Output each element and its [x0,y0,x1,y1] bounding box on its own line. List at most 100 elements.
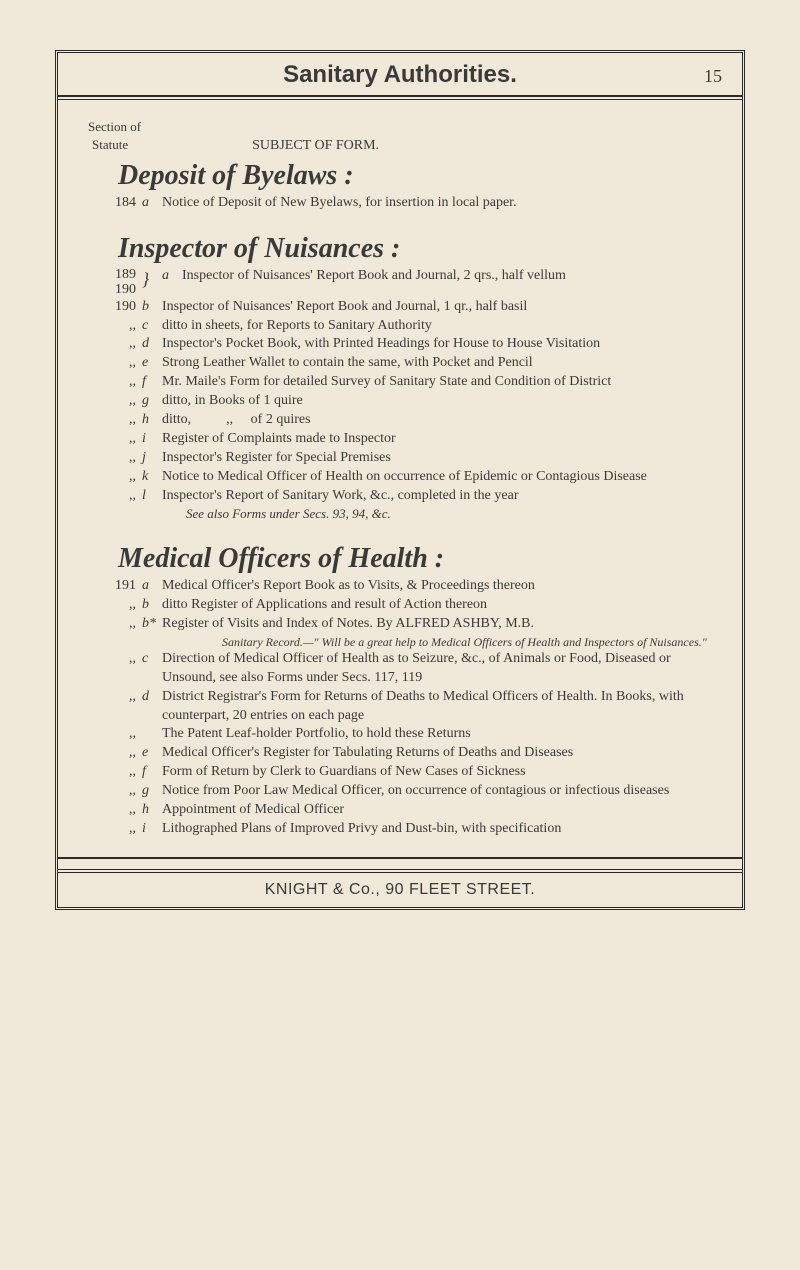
entry-num: ,, [88,744,142,763]
entry-letter: f [142,373,162,392]
entry-text: Form of Return by Clerk to Guardians of … [162,763,712,782]
entry-num: ,, [88,335,142,354]
entry-letter: k [142,468,162,487]
entry-num: ,, [88,688,142,726]
entry: ,, j Inspector's Register for Special Pr… [88,449,712,468]
entry: ,, g ditto, in Books of 1 quire [88,392,712,411]
entry-letter: a [162,267,182,298]
entry-letter: e [142,354,162,373]
entry-text: Strong Leather Wallet to contain the sam… [162,354,712,373]
entry-text: Notice from Poor Law Medical Officer, on… [162,782,712,801]
entry-letter: h [142,801,162,820]
entry: ,, e Medical Officer's Register for Tabu… [88,744,712,763]
section-statute-label: Section of Statute SUBJECT OF FORM. [88,118,712,154]
entry-num: 184 [88,194,142,213]
entry: ,, i Register of Complaints made to Insp… [88,430,712,449]
entry: ,, b ditto Register of Applications and … [88,596,712,615]
entry: ,, l Inspector's Report of Sanitary Work… [88,487,712,523]
entry: ,, c Direction of Medical Officer of Hea… [88,650,712,688]
entry-num: ,, [88,487,142,523]
entry: ,, The Patent Leaf-holder Portfolio, to … [88,725,712,744]
entry-text: The Patent Leaf-holder Portfolio, to hol… [162,725,712,744]
entry: ,, c ditto in sheets, for Reports to San… [88,317,712,336]
entry-letter: a [142,194,162,213]
entry-num: ,, [88,354,142,373]
entry: ,, f Form of Return by Clerk to Guardian… [88,763,712,782]
entry-num: ,, [88,596,142,615]
entry-letter: i [142,430,162,449]
entry-num: ,, [88,820,142,839]
label-statute: Statute [92,137,128,152]
entry-num: 191 [88,577,142,596]
entry-sub-note: Sanitary Record.—" Will be a great help … [162,634,712,650]
entry: ,, b* Register of Visits and Index of No… [88,615,712,650]
entry-text: Medical Officer's Report Book as to Visi… [162,577,712,596]
entry: ,, k Notice to Medical Officer of Health… [88,468,712,487]
page-number: 15 [682,66,722,87]
entry-num: ,, [88,725,142,744]
entry-num: ,, [88,373,142,392]
entry-after-note: See also Forms under Secs. 93, 94, &c. [162,505,712,523]
entry-num: ,, [88,449,142,468]
entry-text: Mr. Maile's Form for detailed Survey of … [162,373,712,392]
entry-text: Medical Officer's Register for Tabulatin… [162,744,712,763]
entry-letter: d [142,688,162,726]
entry: 190 b Inspector of Nuisances' Report Boo… [88,298,712,317]
entry-text: Notice of Deposit of New Byelaws, for in… [162,194,712,213]
entry-num: ,, [88,430,142,449]
entry-letter: f [142,763,162,782]
entry-text: Inspector of Nuisances' Report Book and … [162,298,712,317]
entry-num: ,, [88,392,142,411]
entry: ,, e Strong Leather Wallet to contain th… [88,354,712,373]
content: Section of Statute SUBJECT OF FORM. Depo… [58,100,742,857]
entry-letter: i [142,820,162,839]
content-frame: Sanitary Authorities. 15 Section of Stat… [55,50,745,910]
entry-letter: e [142,744,162,763]
entry-text: ditto in sheets, for Reports to Sanitary… [162,317,712,336]
entry: ,, d Inspector's Pocket Book, with Print… [88,335,712,354]
entry-text: Direction of Medical Officer of Health a… [162,650,712,688]
section-title-deposit: Deposit of Byelaws : [118,160,712,192]
entry-text: ditto, in Books of 1 quire [162,392,712,411]
entry-text-main: Inspector's Report of Sanitary Work, &c.… [162,488,518,503]
brace: } [142,267,162,298]
entry: ,, h Appointment of Medical Officer [88,801,712,820]
header-row: Sanitary Authorities. 15 [58,53,742,97]
entry: ,, i Lithographed Plans of Improved Priv… [88,820,712,839]
entry-text-main: Register of Visits and Index of Notes. B… [162,616,534,631]
entry-text: District Registrar's Form for Returns of… [162,688,712,726]
entry-letter: b* [142,615,162,650]
entry-num: ,, [88,317,142,336]
entry-letter: g [142,782,162,801]
entry-text: Inspector's Report of Sanitary Work, &c.… [162,487,712,523]
entry: ,, h ditto, ,, of 2 quires [88,411,712,430]
entry-letter: c [142,317,162,336]
entry-num: 190 [88,298,142,317]
entry-text: Register of Visits and Index of Notes. B… [162,615,712,650]
entry-letter: h [142,411,162,430]
entry-letter: b [142,298,162,317]
entry-num: 189 190 [88,267,142,298]
entry-num: ,, [88,763,142,782]
entry-letter: b [142,596,162,615]
entry-letter: c [142,650,162,688]
entry-text: Register of Complaints made to Inspector [162,430,712,449]
entry: ,, f Mr. Maile's Form for detailed Surve… [88,373,712,392]
entry-num: ,, [88,411,142,430]
entry-num: ,, [88,468,142,487]
entry-text: ditto Register of Applications and resul… [162,596,712,615]
entry-letter: d [142,335,162,354]
entry-num: ,, [88,801,142,820]
entry-text: Lithographed Plans of Improved Privy and… [162,820,712,839]
entry-text: Appointment of Medical Officer [162,801,712,820]
entry-text: Inspector's Register for Special Premise… [162,449,712,468]
entry-text: Inspector's Pocket Book, with Printed He… [162,335,712,354]
entry-letter: g [142,392,162,411]
entry: 191 a Medical Officer's Report Book as t… [88,577,712,596]
entry-letter: j [142,449,162,468]
entry-letter: l [142,487,162,523]
entry: 184 a Notice of Deposit of New Byelaws, … [88,194,712,213]
entry-num: ,, [88,615,142,650]
label-section-of: Section of [88,119,141,134]
entry-num: ,, [88,782,142,801]
